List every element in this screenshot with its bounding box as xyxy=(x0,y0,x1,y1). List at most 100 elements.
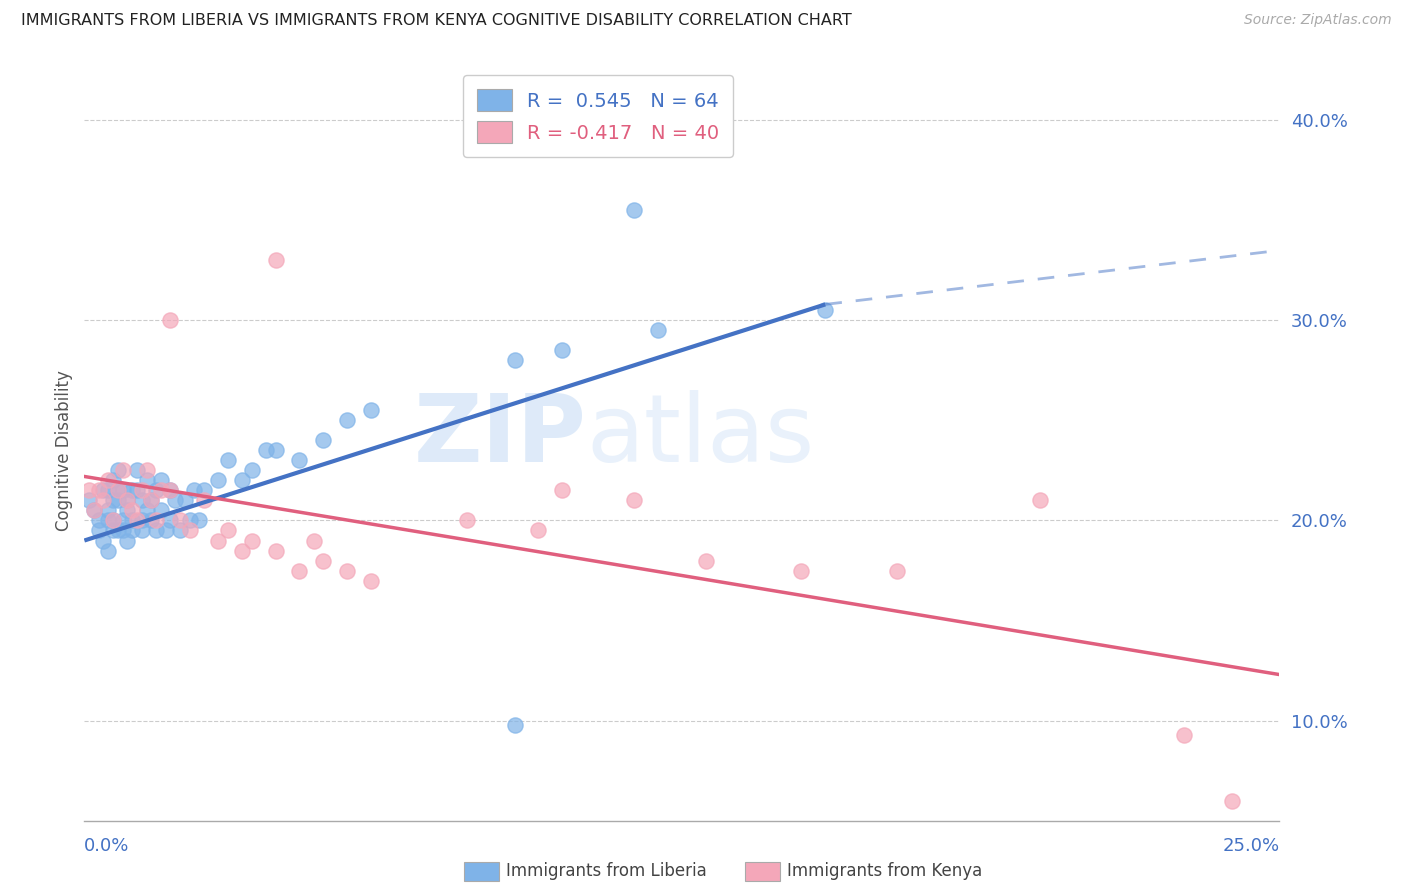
Point xyxy=(135,463,157,477)
Point xyxy=(814,303,837,318)
Point xyxy=(1173,728,1195,742)
Text: 0.0%: 0.0% xyxy=(84,837,129,855)
Point xyxy=(121,503,143,517)
Point xyxy=(111,483,134,498)
Point xyxy=(135,474,157,488)
Point xyxy=(107,483,129,498)
Y-axis label: Cognitive Disability: Cognitive Disability xyxy=(55,370,73,531)
Point xyxy=(1220,794,1243,808)
Point xyxy=(97,503,120,517)
Point xyxy=(231,474,253,488)
Point xyxy=(288,453,311,467)
Point xyxy=(149,483,172,498)
Point xyxy=(101,514,124,528)
Point xyxy=(117,533,139,548)
Point xyxy=(159,483,181,498)
Point xyxy=(183,483,205,498)
Point xyxy=(87,483,110,498)
Point xyxy=(193,493,215,508)
Point xyxy=(125,463,148,477)
Point xyxy=(264,443,287,458)
Point xyxy=(141,493,163,508)
Text: ZIP: ZIP xyxy=(413,390,586,482)
Point xyxy=(173,493,195,508)
Point xyxy=(695,553,717,567)
Point xyxy=(97,514,120,528)
Point xyxy=(97,483,120,498)
Point xyxy=(83,503,105,517)
Point xyxy=(254,443,277,458)
Point xyxy=(145,514,167,528)
Point xyxy=(240,463,263,477)
Point xyxy=(107,493,129,508)
Point xyxy=(527,524,550,538)
Point xyxy=(117,493,139,508)
Point xyxy=(647,323,669,337)
Point xyxy=(360,403,382,417)
Text: 25.0%: 25.0% xyxy=(1222,837,1279,855)
Point xyxy=(101,514,124,528)
Point xyxy=(93,493,115,508)
Point xyxy=(302,533,325,548)
Point xyxy=(360,574,382,588)
Point xyxy=(188,514,211,528)
Point xyxy=(169,524,191,538)
Point xyxy=(117,503,139,517)
Point xyxy=(179,524,201,538)
Point xyxy=(623,203,645,218)
Point xyxy=(93,483,115,498)
Point xyxy=(159,313,181,327)
Point xyxy=(131,483,153,498)
Point xyxy=(288,564,311,578)
Point xyxy=(145,524,167,538)
Point xyxy=(551,343,574,358)
Point xyxy=(107,524,129,538)
Text: Immigrants from Kenya: Immigrants from Kenya xyxy=(787,862,983,880)
Point xyxy=(159,514,181,528)
Point xyxy=(121,514,143,528)
Point xyxy=(131,493,153,508)
Point xyxy=(217,453,239,467)
Text: Source: ZipAtlas.com: Source: ZipAtlas.com xyxy=(1244,13,1392,28)
Point xyxy=(77,483,100,498)
Point xyxy=(111,514,134,528)
Point xyxy=(169,514,191,528)
Point xyxy=(117,493,139,508)
Text: atlas: atlas xyxy=(586,390,814,482)
Point xyxy=(207,533,229,548)
Point xyxy=(87,524,110,538)
Point xyxy=(149,503,172,517)
Point xyxy=(121,483,143,498)
Point xyxy=(131,524,153,538)
Point xyxy=(207,474,229,488)
Point xyxy=(179,514,201,528)
Point xyxy=(312,553,335,567)
Point xyxy=(790,564,813,578)
Point xyxy=(159,483,181,498)
Point xyxy=(231,543,253,558)
Point xyxy=(141,493,163,508)
Point xyxy=(141,514,163,528)
Point xyxy=(217,524,239,538)
Point xyxy=(107,483,129,498)
Text: IMMIGRANTS FROM LIBERIA VS IMMIGRANTS FROM KENYA COGNITIVE DISABILITY CORRELATIO: IMMIGRANTS FROM LIBERIA VS IMMIGRANTS FR… xyxy=(21,13,852,29)
Point xyxy=(77,493,100,508)
Point xyxy=(131,514,153,528)
Point xyxy=(101,493,124,508)
Text: Immigrants from Liberia: Immigrants from Liberia xyxy=(506,862,707,880)
Point xyxy=(83,503,105,517)
Point xyxy=(135,503,157,517)
Point xyxy=(456,514,478,528)
Point xyxy=(336,564,359,578)
Point xyxy=(107,463,129,477)
Point xyxy=(336,413,359,427)
Point xyxy=(551,483,574,498)
Point xyxy=(240,533,263,548)
Point xyxy=(886,564,908,578)
Point xyxy=(101,524,124,538)
Point xyxy=(121,524,143,538)
Point xyxy=(623,493,645,508)
Point xyxy=(264,253,287,268)
Point xyxy=(155,524,177,538)
Point xyxy=(145,483,167,498)
